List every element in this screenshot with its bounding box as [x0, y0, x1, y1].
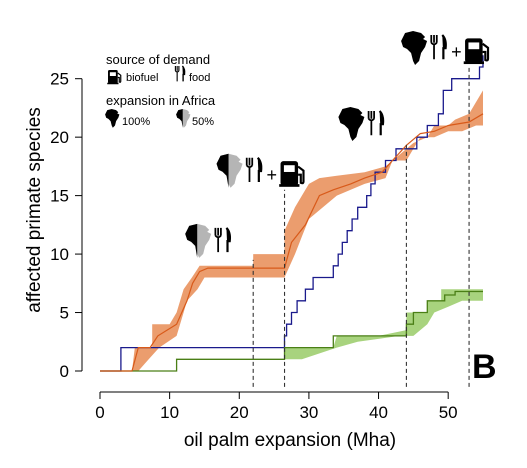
x-tick-label: 40	[369, 403, 388, 422]
biofuel-icon	[106, 69, 122, 85]
africa-half-icon	[185, 223, 212, 258]
africa-full-icon	[338, 107, 365, 141]
expansion-markers: ++	[185, 31, 490, 387]
legend-source-heading: source of demand	[106, 52, 210, 67]
food-icon	[174, 65, 186, 83]
x-tick-label: 10	[160, 403, 179, 422]
africa-half-icon	[176, 109, 191, 128]
biofuel-icon	[278, 160, 305, 188]
x-tick-label: 30	[299, 403, 318, 422]
food-icon	[245, 156, 263, 184]
legend-food-label: food	[189, 72, 210, 84]
series-lines	[100, 55, 484, 372]
panel-label: B	[472, 348, 497, 386]
plus-icon: +	[451, 42, 462, 62]
y-tick-label: 10	[50, 245, 69, 264]
y-tick-label: 20	[50, 128, 69, 147]
legend: source of demand biofuel food expansion …	[105, 52, 216, 128]
marker-icons	[185, 223, 232, 258]
band-green-uncertainty	[284, 289, 483, 360]
x-tick-label: 0	[95, 403, 104, 422]
africa-half-icon	[216, 153, 243, 188]
biofuel-icon	[462, 37, 490, 66]
y-tick-label: 15	[50, 187, 69, 206]
legend-expansion-heading: expansion in Africa	[106, 93, 216, 108]
legend-full-label: 100%	[122, 116, 150, 128]
marker-icons	[338, 107, 385, 141]
marker-icons: +	[401, 31, 490, 66]
series-line-food-africa-50	[100, 290, 483, 372]
africa-full-icon	[105, 109, 120, 128]
y-tick-label: 5	[60, 304, 69, 323]
africa-full-icon	[401, 31, 428, 65]
uncertainty-bands	[132, 90, 483, 372]
legend-biofuel-label: biofuel	[126, 72, 158, 84]
x-tick-label: 50	[439, 403, 458, 422]
x-axis-title: oil palm expansion (Mha)	[184, 430, 396, 451]
y-axis-title: affected primate species	[24, 107, 45, 313]
y-tick-label: 25	[50, 70, 69, 89]
axes: 0 10 20 30 40 50 0 5 10 15 20 25	[50, 70, 458, 422]
food-icon	[430, 33, 447, 61]
x-tick-label: 20	[230, 403, 249, 422]
series-line-median-orange	[100, 113, 484, 372]
plus-icon: +	[267, 165, 278, 185]
marker-icons: +	[216, 153, 305, 188]
food-icon	[214, 226, 232, 254]
legend-half-label: 50%	[192, 116, 214, 128]
series-line-biofuel-and-food-africa-100	[100, 55, 484, 372]
food-icon	[367, 109, 385, 137]
y-tick-label: 0	[60, 362, 69, 381]
